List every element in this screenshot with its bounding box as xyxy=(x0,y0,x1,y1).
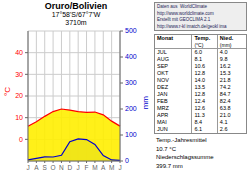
html-text:84.7: 84.7 xyxy=(219,91,231,97)
html-text:JAN: JAN xyxy=(157,91,168,97)
svg-text:200: 200 xyxy=(125,105,137,112)
html-text:12.8: 12.8 xyxy=(194,70,206,76)
html-text:Nied.: Nied. xyxy=(219,35,234,41)
svg-text:F: F xyxy=(85,164,89,171)
svg-text:J: J xyxy=(26,164,29,171)
html-text:JUL: JUL xyxy=(157,49,167,55)
html-text:(°C): (°C) xyxy=(194,41,204,48)
html-text:MRZ: MRZ xyxy=(157,105,169,111)
html-text:11.3: 11.3 xyxy=(194,112,205,118)
svg-text:100: 100 xyxy=(125,131,137,138)
html-text:82.4: 82.4 xyxy=(219,98,231,104)
svg-text:°C: °C xyxy=(8,87,12,96)
svg-text:A: A xyxy=(34,164,39,171)
svg-text:M: M xyxy=(109,164,114,171)
html-text:OKT: OKT xyxy=(157,70,169,76)
svg-text:500: 500 xyxy=(125,27,137,34)
svg-text:0: 0 xyxy=(125,157,129,164)
html-text:21.8: 21.8 xyxy=(219,77,231,83)
html-text:10.7 °C: 10.7 °C xyxy=(156,145,177,152)
html-text:NOV: NOV xyxy=(157,77,169,83)
html-text:Niederschlagssumme: Niederschlagssumme xyxy=(156,154,214,160)
html-text:12.4: 12.4 xyxy=(194,98,206,104)
html-text:Temp.-Jahresmittel: Temp.-Jahresmittel xyxy=(156,137,207,143)
html-text:Temp.: Temp. xyxy=(194,35,211,41)
html-text:(mm): (mm) xyxy=(219,41,232,48)
html-text:21.0: 21.0 xyxy=(219,112,231,118)
svg-text:400: 400 xyxy=(125,53,137,60)
html-text:8.4: 8.4 xyxy=(194,119,202,125)
html-text:http://www.worldclimate.com: http://www.worldclimate.com xyxy=(157,10,214,16)
svg-text:mm: mm xyxy=(141,96,150,110)
svg-text:10: 10 xyxy=(15,114,23,121)
html-text:DEZ: DEZ xyxy=(157,84,168,90)
html-text:6.0: 6.0 xyxy=(194,49,202,55)
html-text:63.8: 63.8 xyxy=(219,105,231,111)
svg-text:O: O xyxy=(51,164,56,171)
svg-text:D: D xyxy=(67,164,72,171)
svg-text:N: N xyxy=(59,164,64,171)
html-text:SEP: SEP xyxy=(157,63,168,69)
html-text:12.6: 12.6 xyxy=(194,105,206,111)
html-text:14.0: 14.0 xyxy=(194,77,206,83)
html-text:4.0: 4.0 xyxy=(219,49,228,55)
html-text:APR: APR xyxy=(157,112,169,118)
html-text:13.5: 13.5 xyxy=(194,84,206,90)
svg-text:30: 30 xyxy=(15,71,23,78)
html-text:FEB: FEB xyxy=(157,98,168,104)
svg-text:M: M xyxy=(92,164,97,171)
html-text:Erstellt mit GEOCLIMA 2.1: Erstellt mit GEOCLIMA 2.1 xyxy=(157,17,211,22)
html-text:16.2: 16.2 xyxy=(219,63,231,69)
svg-text:20: 20 xyxy=(15,92,23,99)
svg-text:0: 0 xyxy=(19,136,23,143)
html-text:12.8: 12.8 xyxy=(194,91,206,97)
svg-text:J: J xyxy=(118,164,121,171)
html-text:3710m: 3710m xyxy=(65,19,87,26)
html-text:4.1: 4.1 xyxy=(219,119,228,125)
html-text:74.2: 74.2 xyxy=(219,84,231,90)
html-text:8.1: 8.1 xyxy=(194,56,202,62)
html-text:6.1: 6.1 xyxy=(194,126,202,132)
html-text:Oruro/Bolivien: Oruro/Bolivien xyxy=(44,1,108,11)
html-text:http://www.r-kl imatch.de/geok: http://www.r-kl imatch.de/geokl ima xyxy=(157,23,227,29)
html-text:15.3: 15.3 xyxy=(219,70,231,76)
html-text:MAI: MAI xyxy=(157,119,167,125)
html-text:17°58'S/67°7'W: 17°58'S/67°7'W xyxy=(51,11,101,18)
html-text:AUG: AUG xyxy=(157,56,169,62)
html-text:JUN: JUN xyxy=(157,126,168,132)
svg-text:S: S xyxy=(43,164,48,171)
svg-text:A: A xyxy=(101,164,106,171)
html-text:Daten aus WorldClimate: Daten aus WorldClimate xyxy=(157,4,207,9)
html-text:Monat: Monat xyxy=(157,35,174,41)
html-text:399.7 mm: 399.7 mm xyxy=(156,162,183,169)
svg-text:J: J xyxy=(77,164,80,171)
svg-text:300: 300 xyxy=(125,79,137,86)
svg-text:40: 40 xyxy=(15,49,23,56)
html-text:10.6: 10.6 xyxy=(194,63,206,69)
html-text:9.8: 9.8 xyxy=(219,56,228,62)
html-text:2.6: 2.6 xyxy=(219,126,228,132)
